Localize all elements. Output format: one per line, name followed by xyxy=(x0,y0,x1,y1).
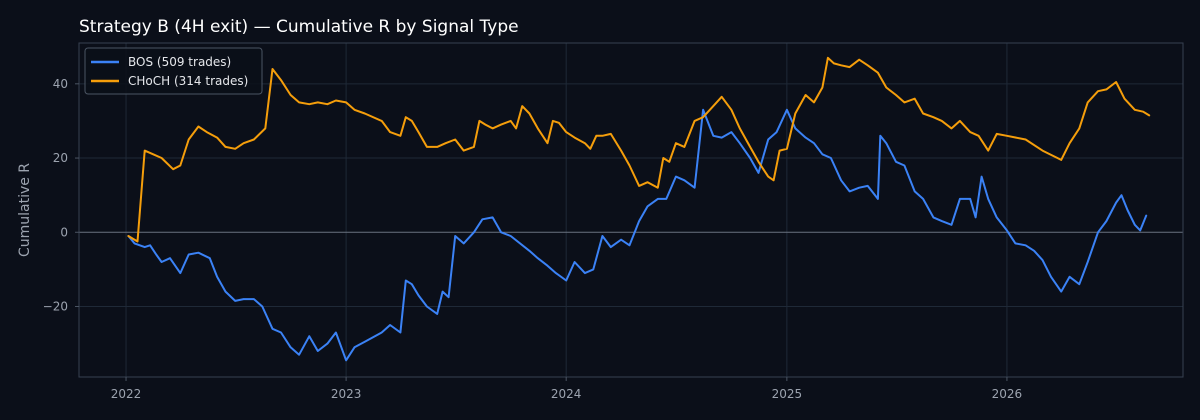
x-tick-label: 2025 xyxy=(772,387,803,401)
x-tick-label: 2026 xyxy=(992,387,1023,401)
y-tick-label: 40 xyxy=(53,77,68,91)
y-axis-label: Cumulative R xyxy=(17,163,33,257)
x-axis-ticks: 2022 2023 2024 2025 2026 xyxy=(111,377,1022,401)
x-tick-label: 2023 xyxy=(331,387,362,401)
y-tick-label: 20 xyxy=(53,151,68,165)
y-axis-ticks: −20 0 20 40 xyxy=(43,77,79,313)
y-tick-label: −20 xyxy=(43,299,68,313)
plot-frame xyxy=(78,42,1184,378)
x-tick-label: 2024 xyxy=(551,387,582,401)
legend-entry: CHoCH (314 trades) xyxy=(128,74,248,88)
x-tick-label: 2022 xyxy=(111,387,142,401)
series-line-choch xyxy=(127,56,1151,243)
chart-title: Strategy B (4H exit) — Cumulative R by S… xyxy=(79,17,519,37)
legend-entry: BOS (509 trades) xyxy=(128,55,231,69)
series-line-bos xyxy=(127,108,1148,362)
legend: BOS (509 trades) CHoCH (314 trades) xyxy=(84,47,263,95)
y-tick-label: 0 xyxy=(60,225,68,239)
legend-box xyxy=(84,47,263,95)
series-layer xyxy=(127,56,1151,362)
